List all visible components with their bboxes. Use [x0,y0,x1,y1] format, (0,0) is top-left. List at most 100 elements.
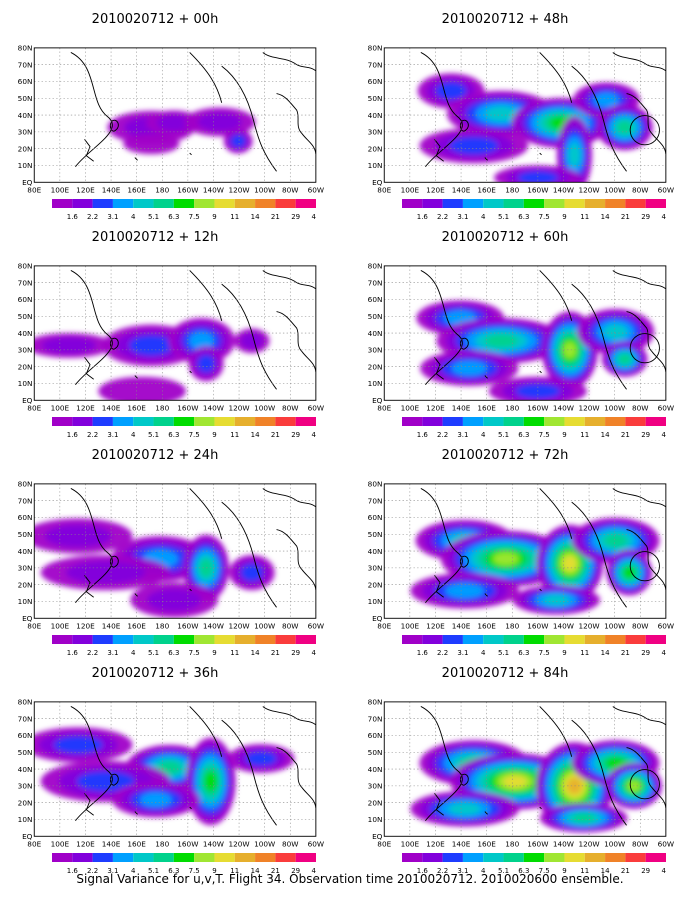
contour-map: EQ 10N 20N 30N 40N 50N 60N 70N 80N 80E 100E 120E 140… [368,480,674,631]
colorbar-swatch [422,853,443,862]
colorbar-swatch [112,635,134,644]
lat-label: EQ [22,178,33,187]
colorbar-legend: 1.6 2.2 3.1 4 5.1 6.3 7.5 9 11 14 21 29 40 [52,417,316,439]
lon-label: 80E [27,185,41,194]
colorbar-tick-label: 1.6 [417,431,429,439]
colorbar-swatch [523,853,545,862]
lat-label: EQ [372,614,383,623]
colorbar-legend: 1.6 2.2 3.1 4 5.1 6.3 7.5 9 11 14 21 29 40 [402,417,666,439]
colorbar-tick-label: 14 [251,431,260,439]
colorbar-swatch [295,417,316,426]
colorbar-legend: 1.6 2.2 3.1 4 5.1 6.3 7.5 9 11 14 21 29 40 [52,199,316,221]
colorbar-tick-label: 11 [230,431,239,439]
colorbar-swatch [462,417,484,426]
colorbar-tick-label: 9 [562,867,566,875]
colorbar-swatch [295,853,316,862]
lon-label: 80W [282,839,299,848]
colorbar-swatch [194,853,215,862]
colorbar-swatch [133,853,154,862]
lon-label: 100W [604,839,625,848]
colorbar-swatch [442,635,463,644]
colorbar-tick-label: 4 [131,867,136,875]
colorbar-swatch [544,853,565,862]
colorbar-tick-label: 6.3 [518,649,529,657]
colorbar-swatch [503,635,524,644]
lat-label: 80N [368,698,383,707]
colorbar-swatch [92,853,113,862]
lat-label: 80N [368,262,383,271]
colorbar-tick-label: 5.1 [498,649,509,657]
lat-label: 70N [368,60,383,69]
colorbar-swatch [234,853,256,862]
lat-label: 50N [368,530,383,539]
lat-label: 30N [368,564,383,573]
lat-label: 80N [368,480,383,489]
colorbar-swatch [483,199,504,208]
colorbar-tick-label: 21 [621,649,630,657]
colorbar-swatch [483,417,504,426]
figure-caption: Signal Variance for u,v,T. Flight 34. Ob… [76,872,624,886]
colorbar-swatch [72,417,93,426]
lat-label: 20N [18,144,33,153]
colorbar-swatch [462,853,484,862]
lon-label: 60W [658,185,675,194]
lat-label: 30N [18,782,33,791]
colorbar-tick-label: 29 [291,867,300,875]
lon-label: 160W [177,621,198,630]
colorbar-tick-label: 7.5 [539,213,550,221]
colorbar-swatch [523,417,545,426]
colorbar-swatch [422,199,443,208]
lat-label: EQ [372,832,383,841]
lat-label: 30N [368,128,383,137]
lon-label: 120W [228,621,249,630]
colorbar-tick-label: 40 [312,431,316,439]
colorbar-tick-label: 2.2 [437,213,448,221]
colorbar-tick-label: 7.5 [189,649,200,657]
lon-label: 120W [578,621,599,630]
lon-label: 100W [254,839,275,848]
colorbar-tick-label: 5.1 [148,431,159,439]
colorbar-swatch [625,635,646,644]
colorbar-tick-label: 2.2 [437,649,448,657]
colorbar-swatch [295,635,316,644]
colorbar-tick-label: 6.3 [518,431,529,439]
colorbar-swatch [255,199,276,208]
lon-label: 80W [282,621,299,630]
colorbar-swatch [52,635,73,644]
lat-label: 40N [368,111,383,120]
lon-label: 180 [155,403,169,412]
lat-label: 40N [18,547,33,556]
colorbar-swatch [214,853,235,862]
highlight-circle [629,333,660,364]
lat-label: 40N [18,111,33,120]
lat-label: 20N [368,362,383,371]
colorbar-swatch [295,199,316,208]
colorbar-swatch [173,853,195,862]
panel-title: 2010020712 + 84h [441,666,569,681]
lon-label: 160E [477,621,496,630]
colorbar-tick-label: 21 [621,867,630,875]
colorbar-swatch [584,853,606,862]
map-panel-p48: 2010020712 + 48h EQ 10N 20N 30N 40N 50N 60N 70N 8… [350,6,680,221]
colorbar-tick-label: 4 [481,213,486,221]
lon-label: 140W [203,621,224,630]
map-frame [33,483,317,619]
colorbar-swatch [153,199,174,208]
colorbar-swatch [645,853,666,862]
lat-label: 80N [18,480,33,489]
colorbar-swatch [275,635,296,644]
lat-label: 70N [18,496,33,505]
colorbar-swatch [173,417,195,426]
lat-label: 70N [18,60,33,69]
colorbar-tick-label: 2.2 [87,649,98,657]
map-panel-p00: 2010020712 + 00h EQ 10N 20N 30N 40N 50N 60N 70N 8… [0,6,330,221]
lon-label: 140W [553,185,574,194]
lon-label: 140W [553,839,574,848]
lon-label: 100W [254,621,275,630]
lon-label: 100E [51,839,70,848]
lat-label: 40N [18,765,33,774]
colorbar-tick-label: 2.2 [87,213,98,221]
colorbar-tick-label: 1.6 [67,431,79,439]
lon-label: 180 [155,839,169,848]
colorbar-legend: 1.6 2.2 3.1 4 5.1 6.3 7.5 9 11 14 21 29 40 [402,635,666,657]
